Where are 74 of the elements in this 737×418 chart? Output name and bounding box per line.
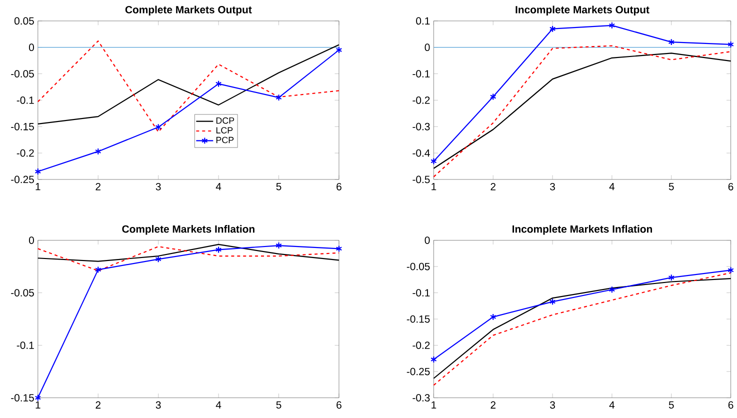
y-tick-label: -0.5 [412,176,430,184]
chart-title: Complete Markets Inflation [122,225,254,235]
point [608,22,616,30]
chart-title: Incomplete Markets Inflation [512,225,652,235]
y-tick-label: -0.05 [11,70,34,78]
x-tick-label: 5 [668,183,674,190]
point [608,286,616,294]
x-tick-label: 4 [216,183,222,190]
x-tick-label: 3 [550,401,555,409]
point [155,124,162,131]
point [549,298,556,306]
y-tick-label: -0.1 [412,70,430,78]
y-tick-label: -0.2 [412,96,430,104]
point [94,148,102,156]
x-tick-label: 1 [432,183,436,190]
chart-title: Complete Markets Output [125,6,252,16]
y-tick-label: -0.05 [11,289,34,297]
y-tick-label: -0.4 [412,149,430,157]
y-tick-label: -0.2 [412,342,430,350]
x-tick-label: 4 [216,401,222,409]
y-tick-label: 0 [28,236,34,244]
y-tick-label: -0.2 [16,149,34,157]
y-tick-label: 0.1 [416,17,430,25]
legend-label: DCP [216,118,234,124]
point [549,25,556,33]
y-tick-label: 0 [424,236,430,244]
x-tick-label: 4 [609,401,615,409]
y-tick-label: 0 [424,44,430,52]
x-tick-label: 2 [96,183,100,190]
point [276,94,282,102]
point [490,93,496,100]
line-series [37,244,340,262]
point [215,80,222,88]
point [490,314,496,321]
x-tick-label: 1 [432,401,436,409]
legend-label: LCP [216,127,233,134]
x-tick-label: 4 [609,183,615,190]
y-tick-label: -0.3 [412,123,430,130]
y-tick-label: -0.25 [11,176,34,184]
y-tick-label: -0.05 [406,262,430,270]
chart-title: Incomplete Markets Output [516,6,650,16]
x-tick-label: 5 [276,183,282,190]
y-tick-label: -0.1 [16,342,34,350]
y-tick-label: -0.1 [16,96,34,104]
x-tick-label: 5 [276,401,282,409]
y-tick-label: 0 [28,44,34,52]
x-tick-label: 2 [490,401,496,409]
y-tick-label: -0.15 [406,315,430,323]
y-tick-label: 0.05 [14,17,34,25]
y-tick-label: -0.15 [11,394,34,402]
x-tick-label: 6 [336,401,342,409]
x-tick-label: 1 [36,401,40,409]
y-tick-label: -0.1 [412,289,430,297]
line-series [37,246,340,272]
x-tick-label: 3 [156,183,161,190]
x-tick-label: 3 [156,401,161,409]
legend-label: PCP [216,136,234,144]
x-tick-label: 2 [490,183,496,190]
point [276,242,282,250]
x-tick-label: 6 [336,183,342,190]
point [155,256,162,263]
x-tick-label: 3 [550,183,555,190]
y-tick-label: -0.25 [406,368,430,376]
x-tick-label: 2 [96,401,100,409]
y-tick-label: -0.3 [412,394,430,402]
point [94,266,102,274]
x-tick-label: 6 [728,183,734,190]
point [668,274,675,282]
point [668,38,675,46]
y-tick-label: -0.15 [11,123,34,130]
x-tick-label: 5 [668,401,674,409]
x-tick-label: 1 [36,183,40,190]
x-tick-label: 6 [728,401,734,409]
point [215,246,222,254]
